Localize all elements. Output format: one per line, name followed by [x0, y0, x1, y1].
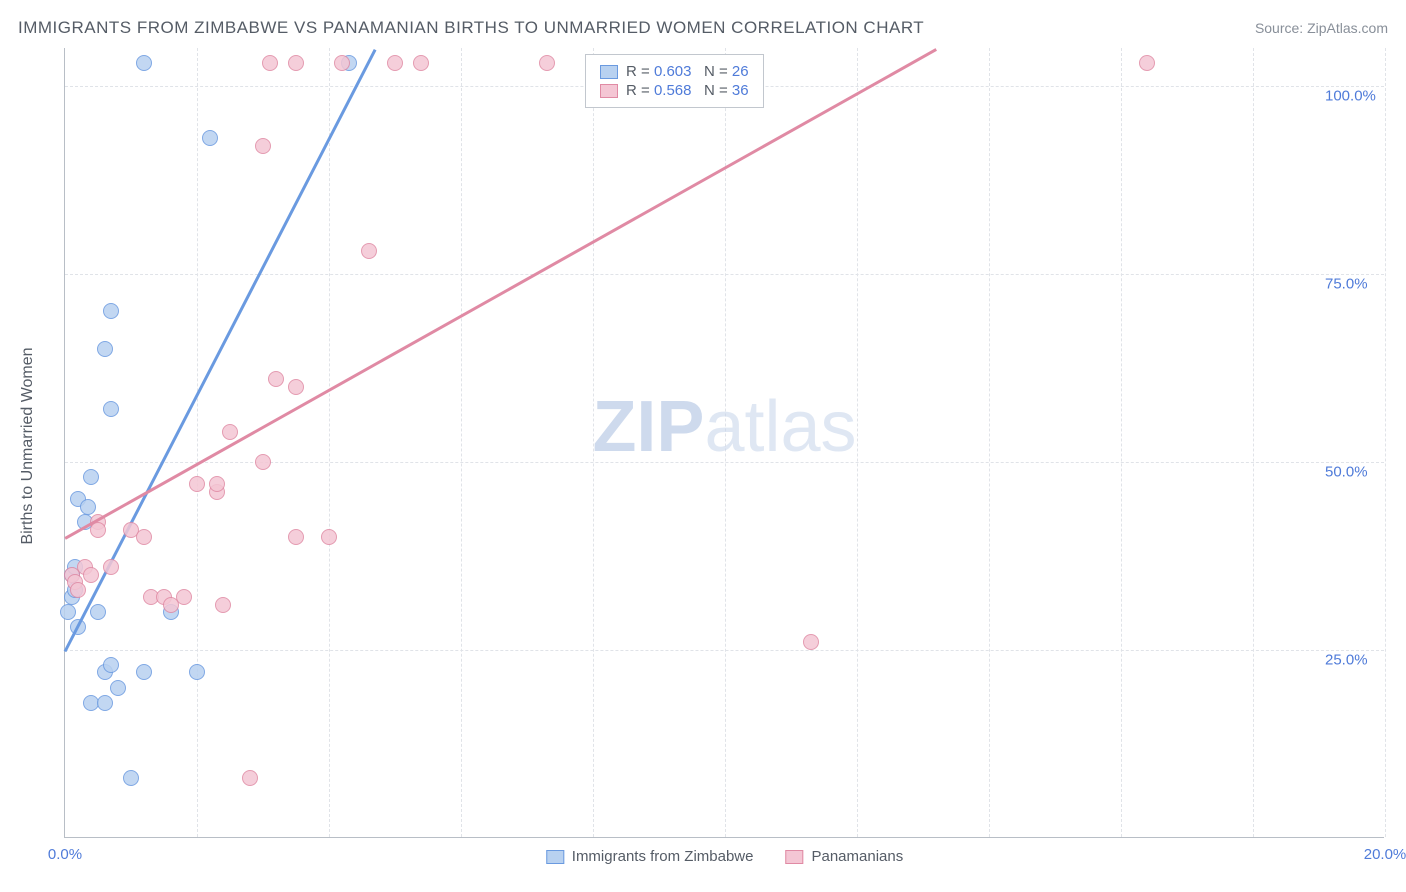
scatter-point — [255, 454, 271, 470]
scatter-point — [387, 55, 403, 71]
scatter-point — [103, 559, 119, 575]
gridline-v — [461, 48, 462, 837]
scatter-point — [123, 770, 139, 786]
x-tick-label: 0.0% — [48, 846, 82, 863]
scatter-point — [1139, 55, 1155, 71]
y-axis-label: Births to Unmarried Women — [19, 347, 37, 544]
stats-legend-row: R = 0.603 N = 26 — [600, 63, 749, 80]
scatter-point — [209, 476, 225, 492]
scatter-point — [80, 499, 96, 515]
scatter-point — [97, 341, 113, 357]
series-legend-item: Immigrants from Zimbabwe — [546, 848, 754, 865]
plot-area: 25.0%50.0%75.0%100.0%0.0%20.0%ZIPatlasR … — [64, 48, 1384, 838]
scatter-point — [413, 55, 429, 71]
scatter-point — [103, 303, 119, 319]
scatter-point — [189, 476, 205, 492]
scatter-point — [90, 604, 106, 620]
legend-swatch — [600, 84, 618, 98]
stats-legend-text: R = 0.568 N = 36 — [626, 82, 749, 99]
scatter-point — [334, 55, 350, 71]
scatter-point — [60, 604, 76, 620]
legend-swatch — [600, 65, 618, 79]
scatter-point — [288, 529, 304, 545]
trend-line — [64, 48, 936, 539]
chart-title: IMMIGRANTS FROM ZIMBABWE VS PANAMANIAN B… — [18, 18, 924, 38]
scatter-point — [361, 243, 377, 259]
series-legend: Immigrants from Zimbabwe Panamanians — [546, 848, 903, 865]
gridline-v — [1385, 48, 1386, 837]
scatter-point — [103, 657, 119, 673]
scatter-point — [222, 424, 238, 440]
gridline-v — [857, 48, 858, 837]
scatter-point — [103, 401, 119, 417]
scatter-point — [288, 55, 304, 71]
scatter-point — [136, 664, 152, 680]
scatter-point — [242, 770, 258, 786]
scatter-point — [136, 529, 152, 545]
scatter-point — [136, 55, 152, 71]
x-tick-label: 20.0% — [1364, 846, 1406, 863]
stats-legend-row: R = 0.568 N = 36 — [600, 82, 749, 99]
legend-swatch — [546, 850, 564, 864]
scatter-point — [202, 130, 218, 146]
y-tick-label: 100.0% — [1325, 87, 1406, 104]
gridline-v — [1121, 48, 1122, 837]
series-legend-label: Panamanians — [811, 848, 903, 865]
y-tick-label: 50.0% — [1325, 463, 1406, 480]
scatter-point — [70, 582, 86, 598]
y-tick-label: 75.0% — [1325, 275, 1406, 292]
scatter-point — [288, 379, 304, 395]
scatter-point — [83, 469, 99, 485]
gridline-v — [593, 48, 594, 837]
scatter-point — [97, 695, 113, 711]
scatter-point — [803, 634, 819, 650]
gridline-v — [197, 48, 198, 837]
scatter-point — [255, 138, 271, 154]
scatter-point — [176, 589, 192, 605]
scatter-point — [189, 664, 205, 680]
stats-legend: R = 0.603 N = 26 R = 0.568 N = 36 — [585, 54, 764, 108]
series-legend-item: Panamanians — [785, 848, 903, 865]
stats-legend-text: R = 0.603 N = 26 — [626, 63, 749, 80]
gridline-v — [1253, 48, 1254, 837]
scatter-point — [262, 55, 278, 71]
gridline-v — [989, 48, 990, 837]
scatter-point — [83, 567, 99, 583]
scatter-point — [539, 55, 555, 71]
scatter-point — [110, 680, 126, 696]
series-legend-label: Immigrants from Zimbabwe — [572, 848, 754, 865]
legend-swatch — [785, 850, 803, 864]
source-label: Source: ZipAtlas.com — [1255, 20, 1388, 36]
y-tick-label: 25.0% — [1325, 651, 1406, 668]
scatter-point — [215, 597, 231, 613]
scatter-point — [321, 529, 337, 545]
scatter-point — [268, 371, 284, 387]
gridline-v — [329, 48, 330, 837]
